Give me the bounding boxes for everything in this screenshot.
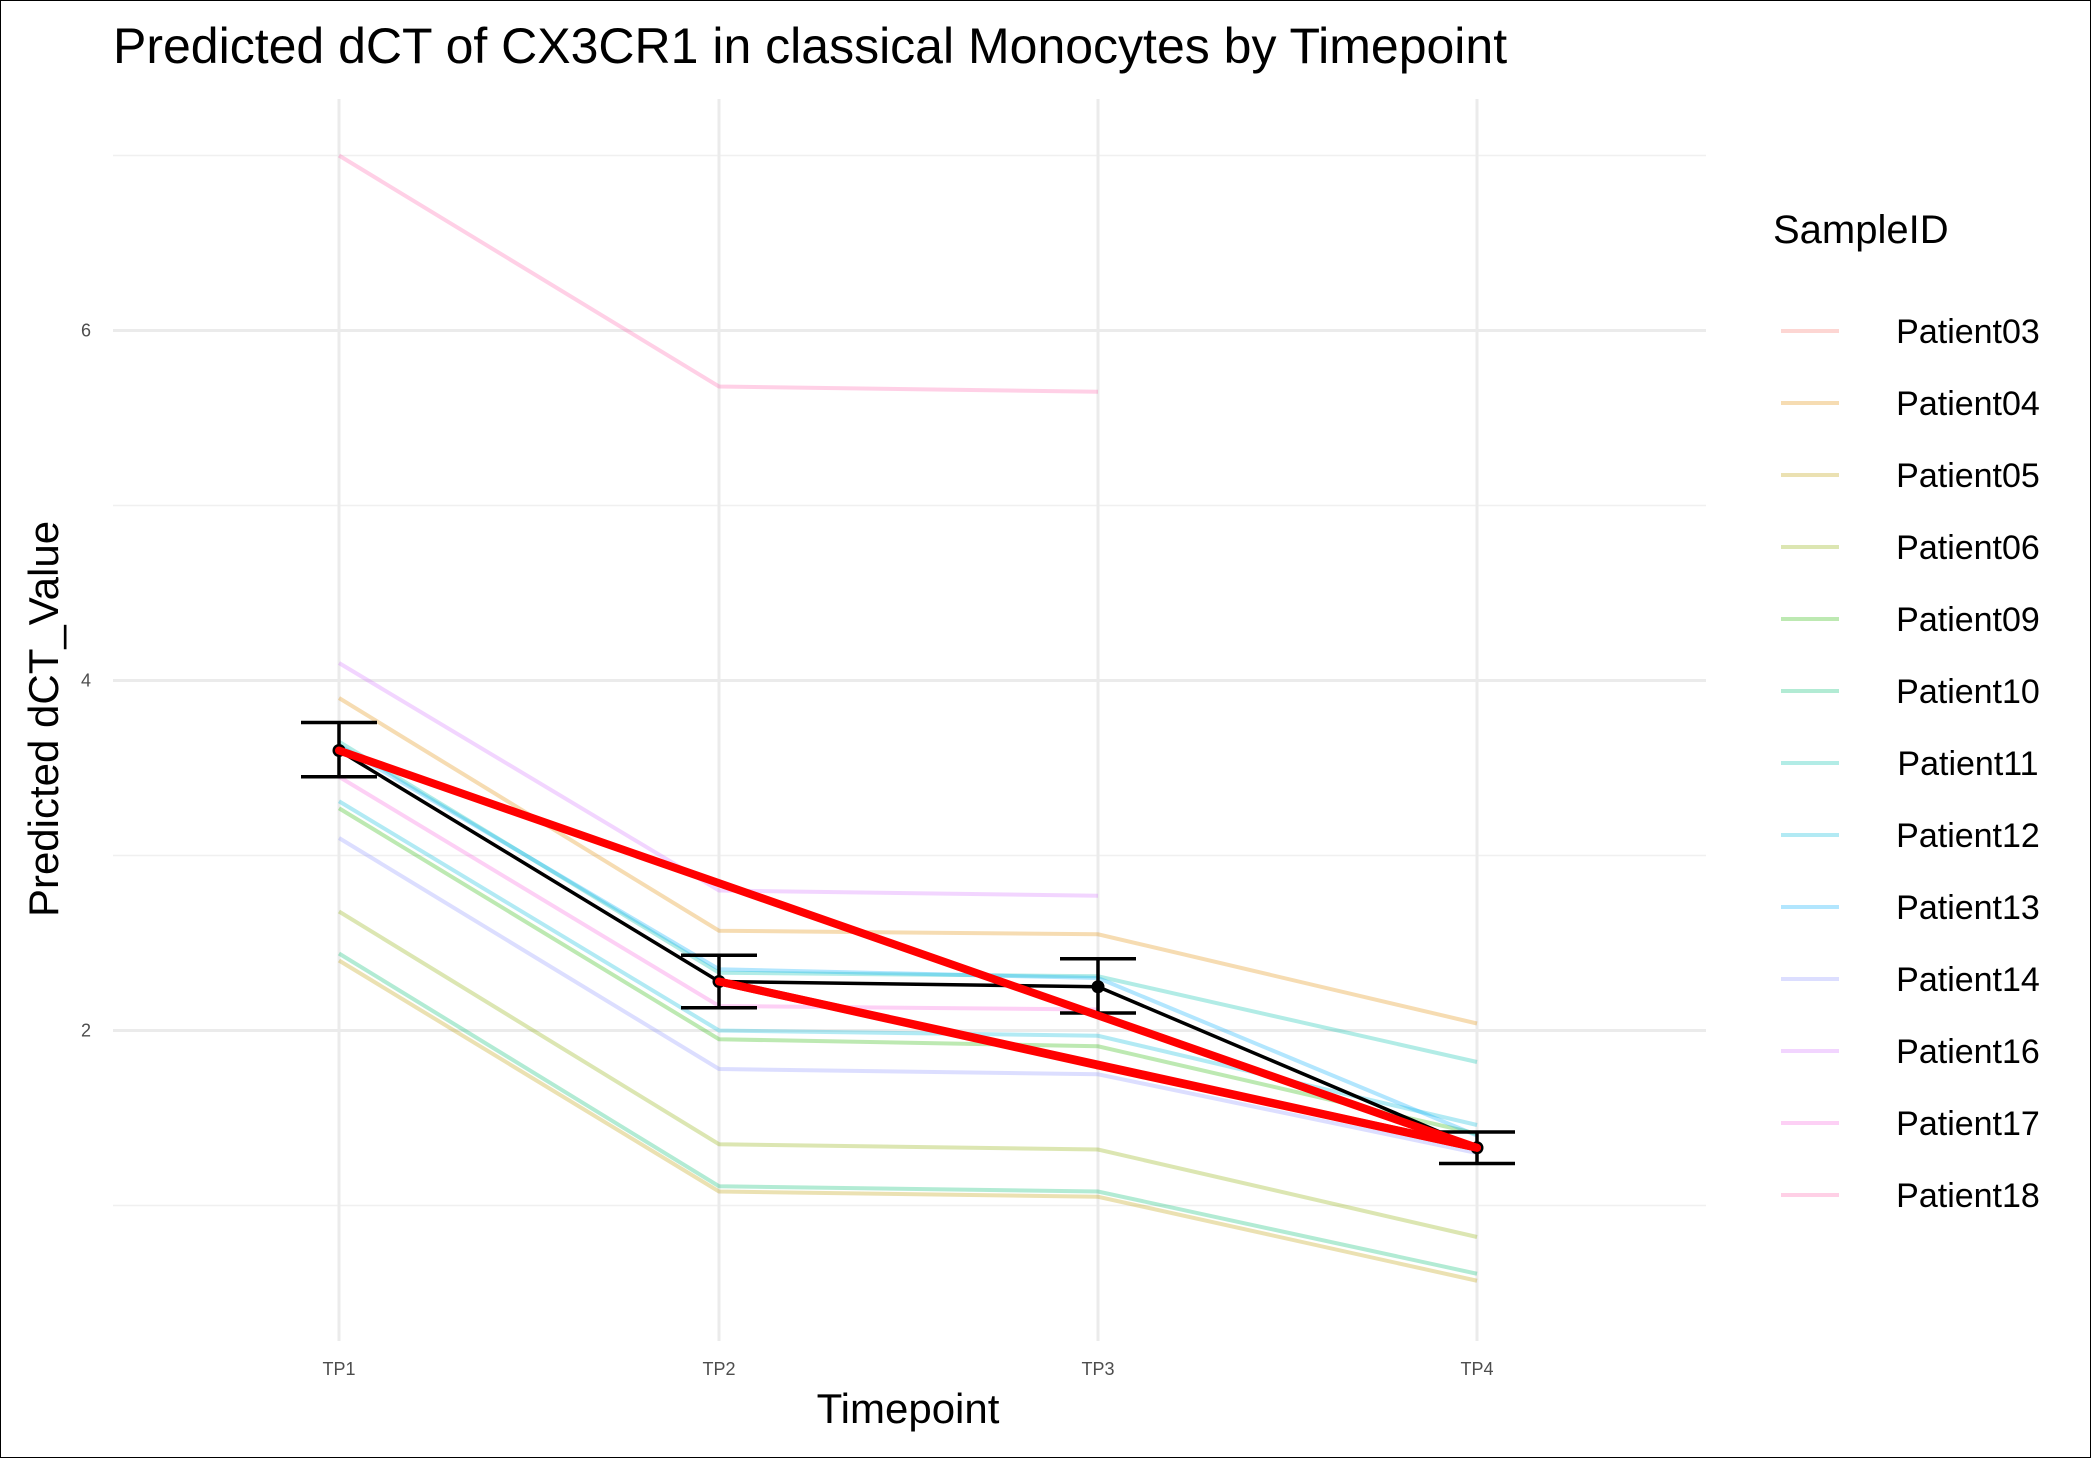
- x-tick-label: TP3: [1081, 1359, 1114, 1379]
- legend-label: Patient06: [1896, 529, 2040, 567]
- legend-label: Patient16: [1896, 1033, 2040, 1071]
- series-line-patient18: [337, 153, 1099, 394]
- tick-labels: 2 4 6 TP1 TP2 TP3 TP4: [81, 321, 1494, 1380]
- y-axis-title: Predicted dCT_Value: [20, 521, 67, 917]
- x-tick-label: TP1: [322, 1359, 355, 1379]
- legend-label: Patient10: [1896, 673, 2040, 711]
- legend-label: Patient14: [1896, 961, 2040, 999]
- legend-label: Patient11: [1897, 745, 2038, 783]
- x-axis-title: Timepoint: [817, 1385, 1000, 1432]
- y-tick-label: 6: [81, 321, 91, 341]
- x-tick-label: TP4: [1460, 1359, 1493, 1379]
- legend-label: Patient12: [1896, 817, 2040, 855]
- trend-lines: [335, 746, 1481, 1152]
- legend-label: Patient18: [1896, 1177, 2040, 1215]
- series-line-patient11: [337, 740, 1478, 1064]
- series-line-patient05: [337, 958, 1478, 1283]
- series-line-patient09: [337, 806, 1478, 1136]
- series-line-patient10: [337, 951, 1478, 1276]
- legend-label: Patient17: [1896, 1105, 2040, 1143]
- legend-title: SampleID: [1773, 208, 1949, 252]
- legend-label: Patient13: [1896, 889, 2040, 927]
- series-line-patient13: [337, 743, 1478, 1138]
- legend-label: Patient05: [1896, 457, 2040, 495]
- series-line-patient16: [337, 661, 1099, 898]
- trend-line: [715, 977, 1481, 1152]
- x-tick-label: TP2: [702, 1359, 735, 1379]
- legend-label: Patient09: [1896, 601, 2040, 639]
- chart-title: Predicted dCT of CX3CR1 in classical Mon…: [113, 18, 1507, 74]
- legend-label: Patient04: [1896, 385, 2040, 423]
- legend-label: Patient03: [1896, 313, 2040, 351]
- series-line-patient06: [337, 909, 1478, 1239]
- grid: [113, 99, 1706, 1341]
- mean-line-path: [338, 749, 1478, 1150]
- y-tick-label: 4: [81, 671, 91, 691]
- y-tick-label: 2: [81, 1021, 91, 1041]
- mean-point: [1091, 980, 1105, 994]
- series-line-patient14: [337, 836, 1478, 1155]
- legend: SampleID Patient03 Patient04 Patient05 Pati…: [1773, 208, 2040, 1215]
- trend-line: [335, 746, 1481, 1152]
